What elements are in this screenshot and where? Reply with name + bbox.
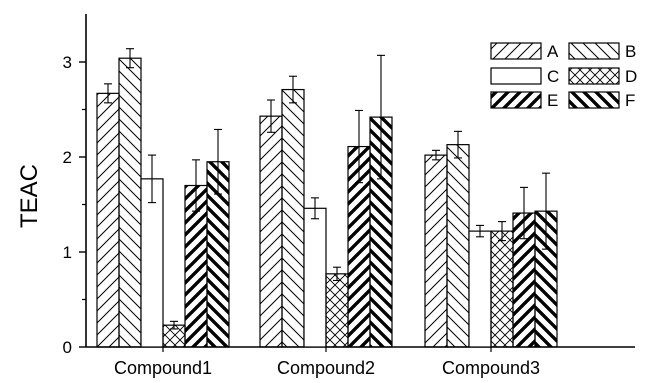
x-category-label: Compound2 [277, 358, 375, 378]
legend-label-C: C [547, 67, 559, 86]
bar-D-Compound2 [326, 274, 348, 347]
legend-swatch-F [569, 92, 619, 108]
bar-A-Compound1 [97, 93, 119, 347]
bar-C-Compound2 [304, 208, 326, 347]
x-category-label: Compound1 [114, 358, 212, 378]
legend: A B C D E F [491, 42, 637, 110]
bar-B-Compound1 [119, 58, 141, 347]
legend-label-E: E [547, 91, 558, 110]
bar-A-Compound3 [425, 155, 447, 347]
y-axis-title: TEAC [16, 164, 43, 228]
legend-swatch-E [491, 92, 541, 108]
legend-label-D: D [625, 67, 637, 86]
legend-swatch-D [569, 68, 619, 84]
bar-B-Compound2 [282, 90, 304, 347]
bar-C-Compound1 [141, 179, 163, 347]
y-tick-label: 0 [63, 338, 72, 357]
legend-swatch-A [491, 43, 541, 59]
y-tick-label: 3 [63, 53, 72, 72]
bar-C-Compound3 [469, 231, 491, 347]
bars [97, 58, 557, 347]
bar-A-Compound2 [260, 116, 282, 347]
bar-B-Compound3 [447, 145, 469, 347]
legend-label-F: F [625, 91, 635, 110]
legend-swatch-C [491, 68, 541, 84]
legend-label-B: B [625, 42, 636, 61]
legend-label-A: A [547, 42, 559, 61]
x-category-label: Compound3 [442, 358, 540, 378]
bar-D-Compound3 [491, 231, 513, 347]
legend-swatch-B [569, 43, 619, 59]
y-tick-label: 1 [63, 243, 72, 262]
y-tick-label: 2 [63, 148, 72, 167]
